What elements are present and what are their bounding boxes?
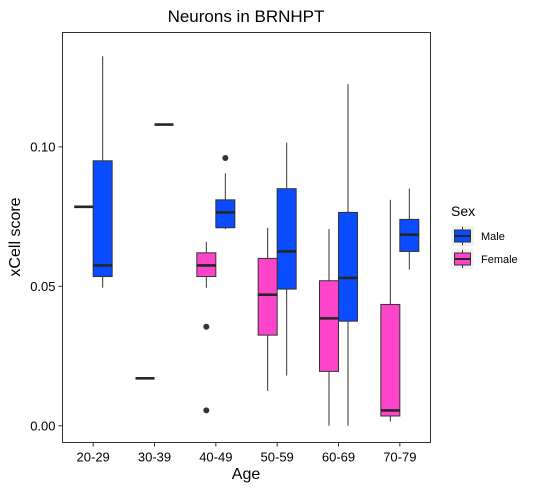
box-iqr	[380, 303, 401, 417]
box-iqr	[215, 199, 236, 229]
y-axis-title: xCell score	[7, 197, 24, 276]
box-iqr	[276, 188, 297, 290]
x-tick-label: 20-29	[77, 450, 110, 465]
outlier-point	[203, 407, 210, 414]
box-male-20-29	[92, 56, 113, 288]
box-male-40-49	[215, 155, 236, 230]
box-iqr	[92, 160, 113, 278]
outlier-point	[203, 323, 210, 330]
legend: Sex Male Female	[451, 203, 518, 269]
x-tick-label: 40-49	[199, 450, 232, 465]
box-female-40-49	[196, 241, 217, 414]
box-female-60-69	[319, 229, 339, 426]
legend-label: Female	[481, 254, 518, 266]
legend-item-female: Female	[451, 249, 518, 269]
chart-title: Neurons in BRNHPT	[168, 7, 325, 26]
y-axis: 0.00 0.05 0.10	[30, 139, 63, 433]
legend-title: Sex	[451, 203, 475, 219]
x-tick-label: 30-39	[138, 450, 171, 465]
box-iqr	[319, 280, 339, 372]
box-iqr	[257, 257, 278, 336]
y-tick-label: 0.00	[30, 418, 55, 433]
y-tick-label: 0.10	[30, 139, 55, 154]
x-axis-title: Age	[232, 466, 261, 483]
box-iqr	[338, 211, 358, 322]
box-male-70-79	[399, 188, 420, 270]
x-tick-label: 70-79	[383, 450, 416, 465]
plot-panel	[62, 32, 431, 443]
chart-marks	[74, 56, 420, 426]
x-tick-label: 50-59	[261, 450, 294, 465]
box-female-70-79	[380, 199, 401, 422]
x-axis: 20-29 30-39 40-49 50-59 60-69 70-79	[77, 442, 416, 465]
box-female-50-59	[257, 227, 278, 391]
box-male-50-59	[276, 142, 297, 376]
legend-label: Male	[481, 231, 505, 243]
x-tick-label: 60-69	[322, 450, 355, 465]
legend-item-male: Male	[451, 226, 505, 246]
box-male-60-69	[338, 84, 358, 426]
outlier-point	[222, 155, 229, 162]
y-tick-label: 0.05	[30, 279, 55, 294]
